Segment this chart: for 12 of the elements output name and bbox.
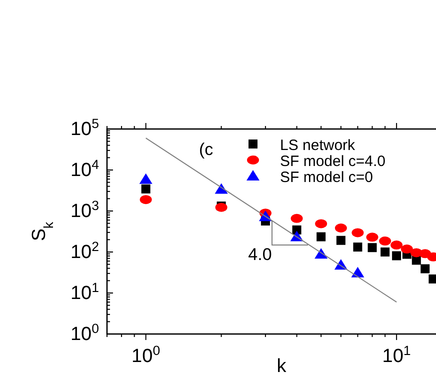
y-tick-label: 10$^{2}$ (70, 238, 99, 263)
legend-label: SF model c=4.0 (280, 153, 386, 170)
y-tick-label: 10$^{1}$ (70, 280, 99, 304)
x-axis-title: k (276, 356, 287, 377)
annotation: 4.0 (248, 245, 272, 264)
y-tick-label: 10$^{4}$ (70, 156, 99, 181)
y-tick-label: 10$^{0}$ (70, 320, 99, 345)
legend-label: SF model c=0 (280, 169, 373, 186)
annotation: (c (199, 140, 214, 159)
y-tick-label: 10$^{5}$ (70, 116, 99, 140)
legend-label: LS network (280, 137, 356, 154)
y-tick-label: 10$^{3}$ (70, 198, 99, 222)
